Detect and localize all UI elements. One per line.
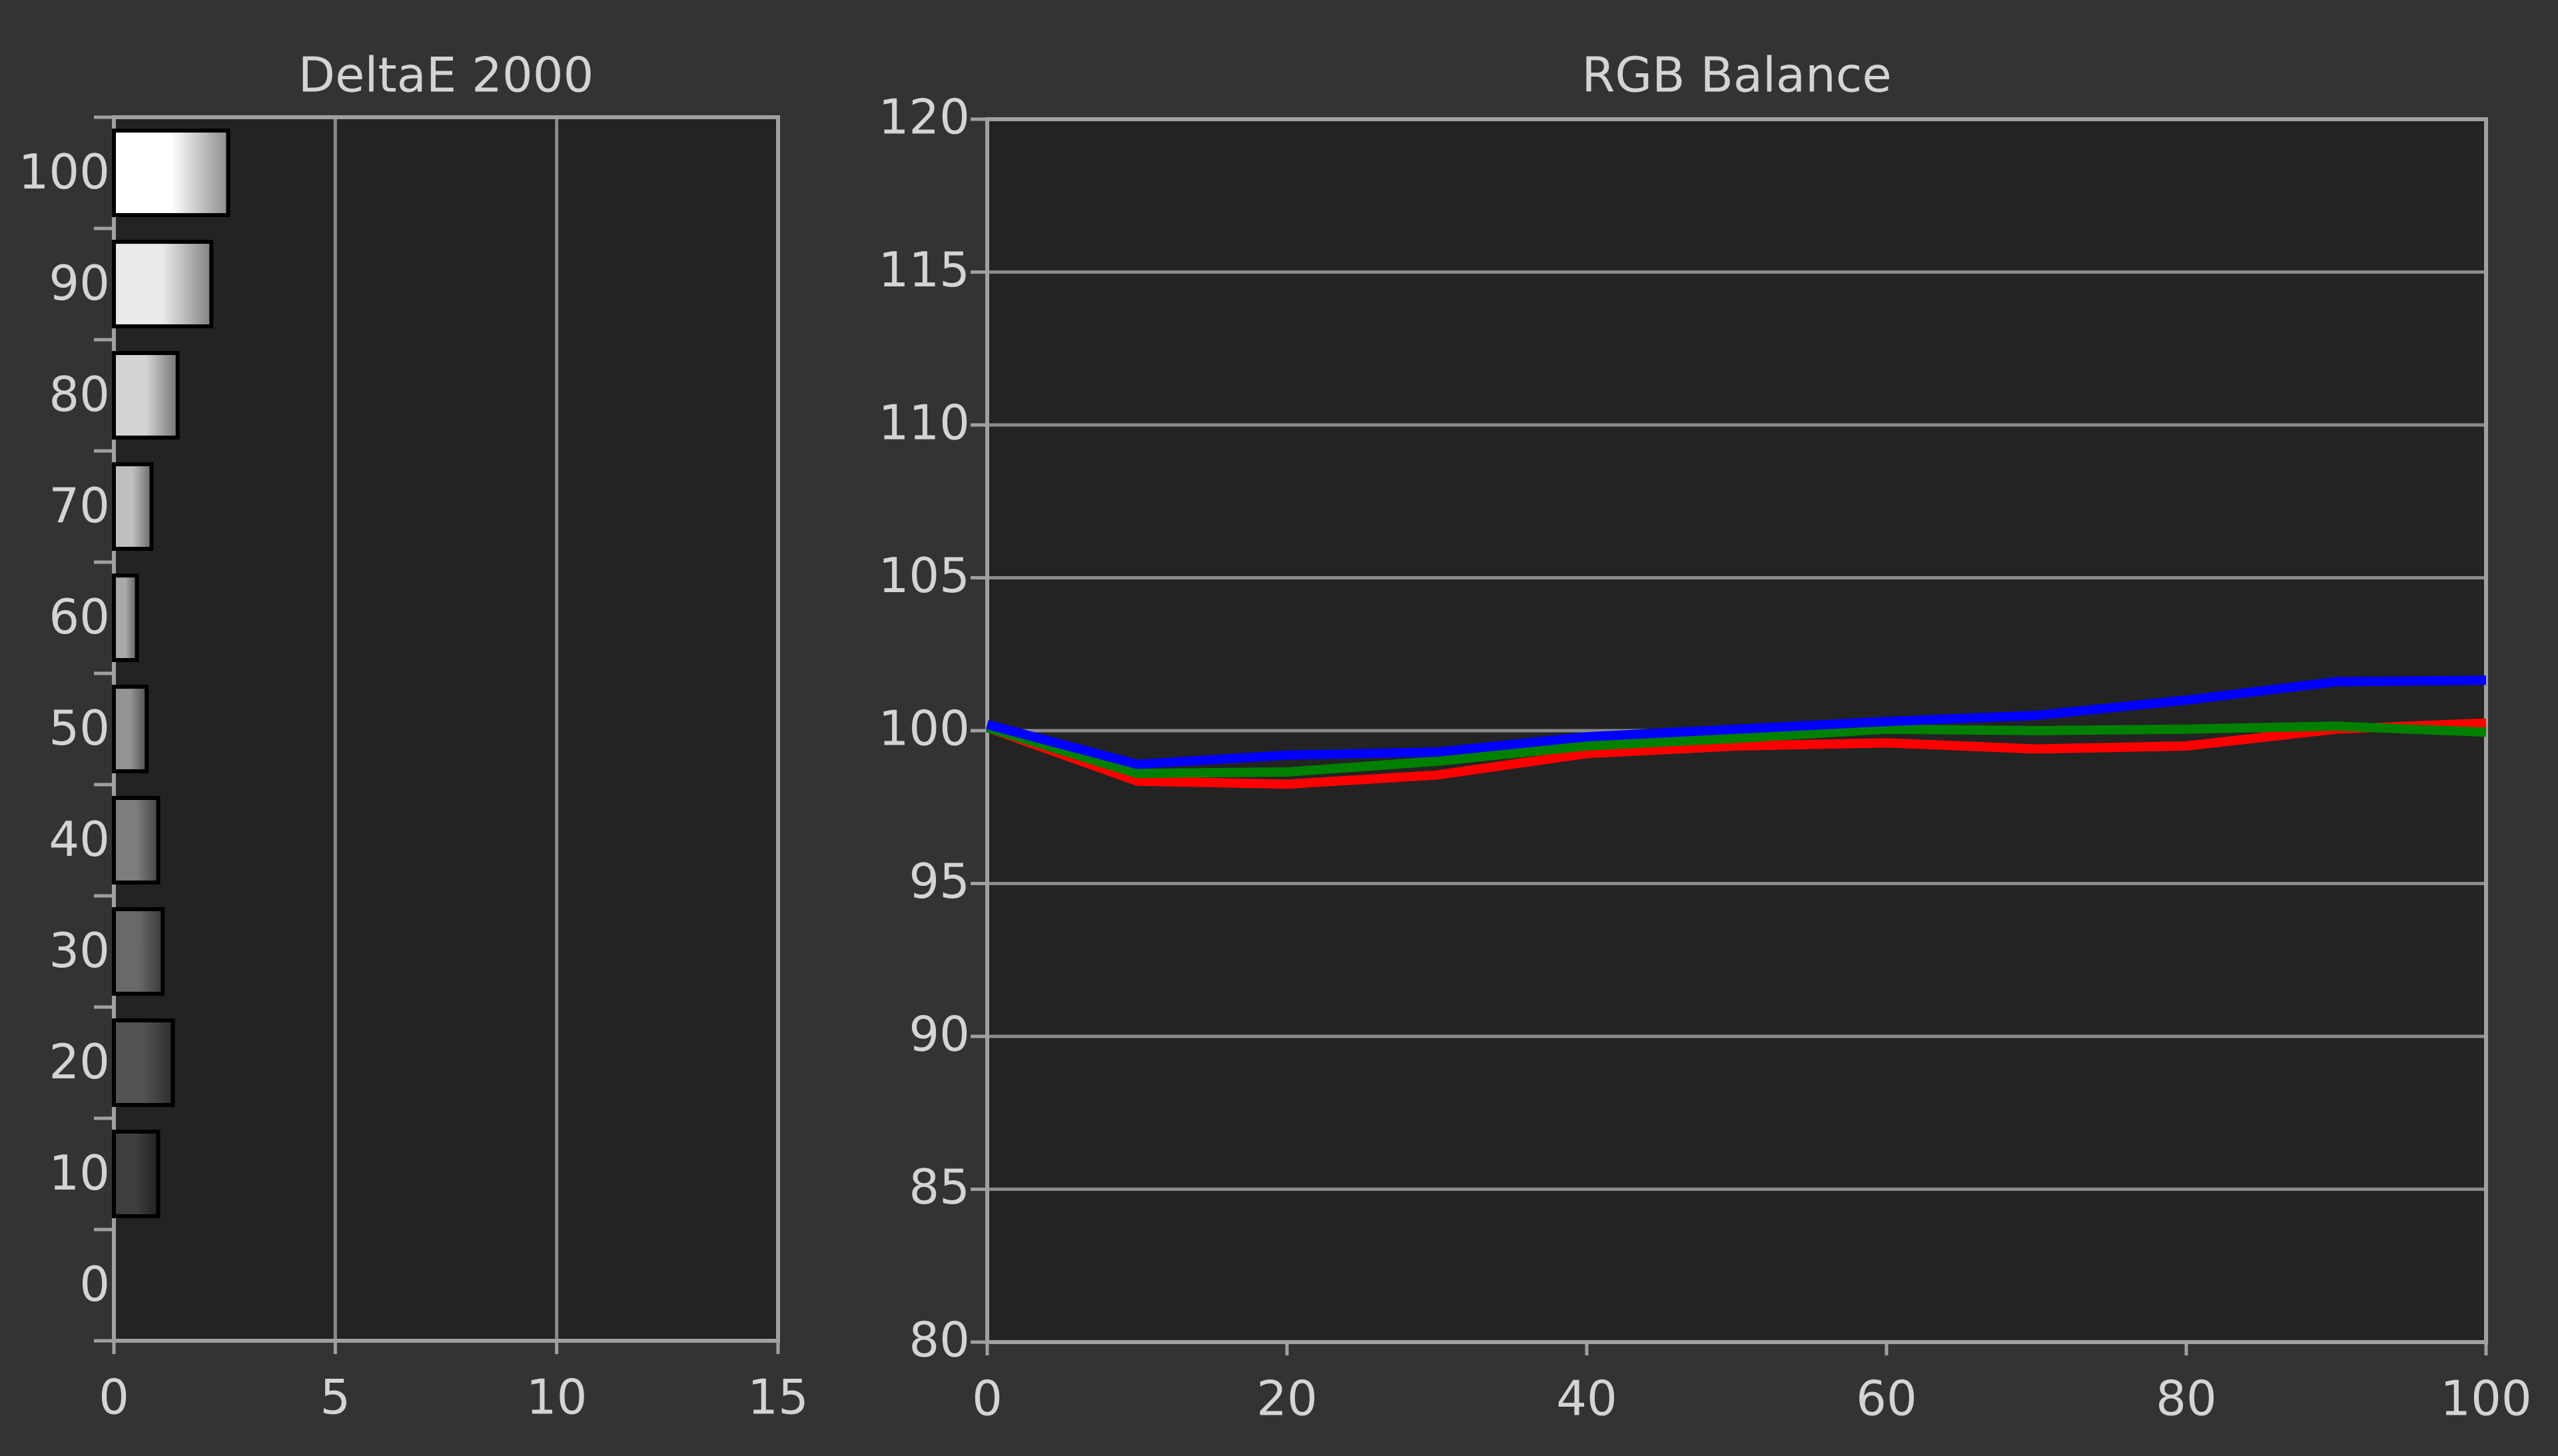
y-tick-label: 95 — [909, 853, 970, 909]
bar — [112, 462, 154, 551]
y-tick-label: 20 — [49, 1034, 110, 1090]
y-tick-label: 50 — [49, 700, 110, 756]
x-tick-label: 100 — [2440, 1371, 2531, 1427]
x-tick-label: 80 — [2156, 1371, 2217, 1427]
x-tick-label: 40 — [1556, 1371, 1617, 1427]
bar — [112, 573, 139, 662]
bar — [112, 1018, 175, 1107]
series-line — [986, 675, 2487, 769]
chart-title: DeltaE 2000 — [298, 47, 594, 103]
bar — [112, 351, 180, 440]
chart-title: RGB Balance — [1581, 47, 1891, 103]
x-tick-label: 60 — [1856, 1371, 1917, 1427]
plot-area — [114, 117, 778, 1341]
y-tick-label: 60 — [49, 589, 110, 645]
y-tick-label: 90 — [909, 1006, 970, 1062]
y-tick-label: 105 — [879, 547, 970, 603]
y-tick-label: 115 — [879, 242, 970, 298]
x-tick-label: 10 — [526, 1369, 588, 1425]
y-tick-label: 30 — [49, 922, 110, 978]
y-tick-label: 0 — [79, 1256, 110, 1312]
bar — [112, 796, 161, 885]
series-line — [985, 721, 2487, 779]
series-line — [985, 718, 2487, 789]
y-tick-label: 10 — [49, 1145, 110, 1201]
bar — [112, 685, 149, 773]
y-tick-label: 70 — [49, 478, 110, 534]
y-tick-label: 85 — [909, 1159, 970, 1215]
x-tick-label: 20 — [1256, 1371, 1318, 1427]
y-tick-label: 100 — [879, 701, 970, 757]
bar — [112, 129, 230, 217]
y-tick-label: 120 — [879, 89, 970, 145]
y-tick-label: 80 — [49, 366, 110, 422]
y-tick-label: 80 — [909, 1312, 970, 1368]
bar — [112, 907, 165, 996]
y-tick-label: 90 — [49, 255, 110, 311]
y-tick-label: 40 — [49, 811, 110, 867]
y-tick-label: 100 — [19, 144, 110, 200]
x-tick-label: 15 — [747, 1369, 809, 1425]
x-tick-label: 0 — [972, 1371, 1003, 1427]
bar — [112, 240, 214, 328]
x-tick-label: 0 — [99, 1369, 129, 1425]
x-tick-label: 5 — [320, 1369, 350, 1425]
bar — [112, 1130, 161, 1218]
y-tick-label: 110 — [879, 395, 970, 451]
